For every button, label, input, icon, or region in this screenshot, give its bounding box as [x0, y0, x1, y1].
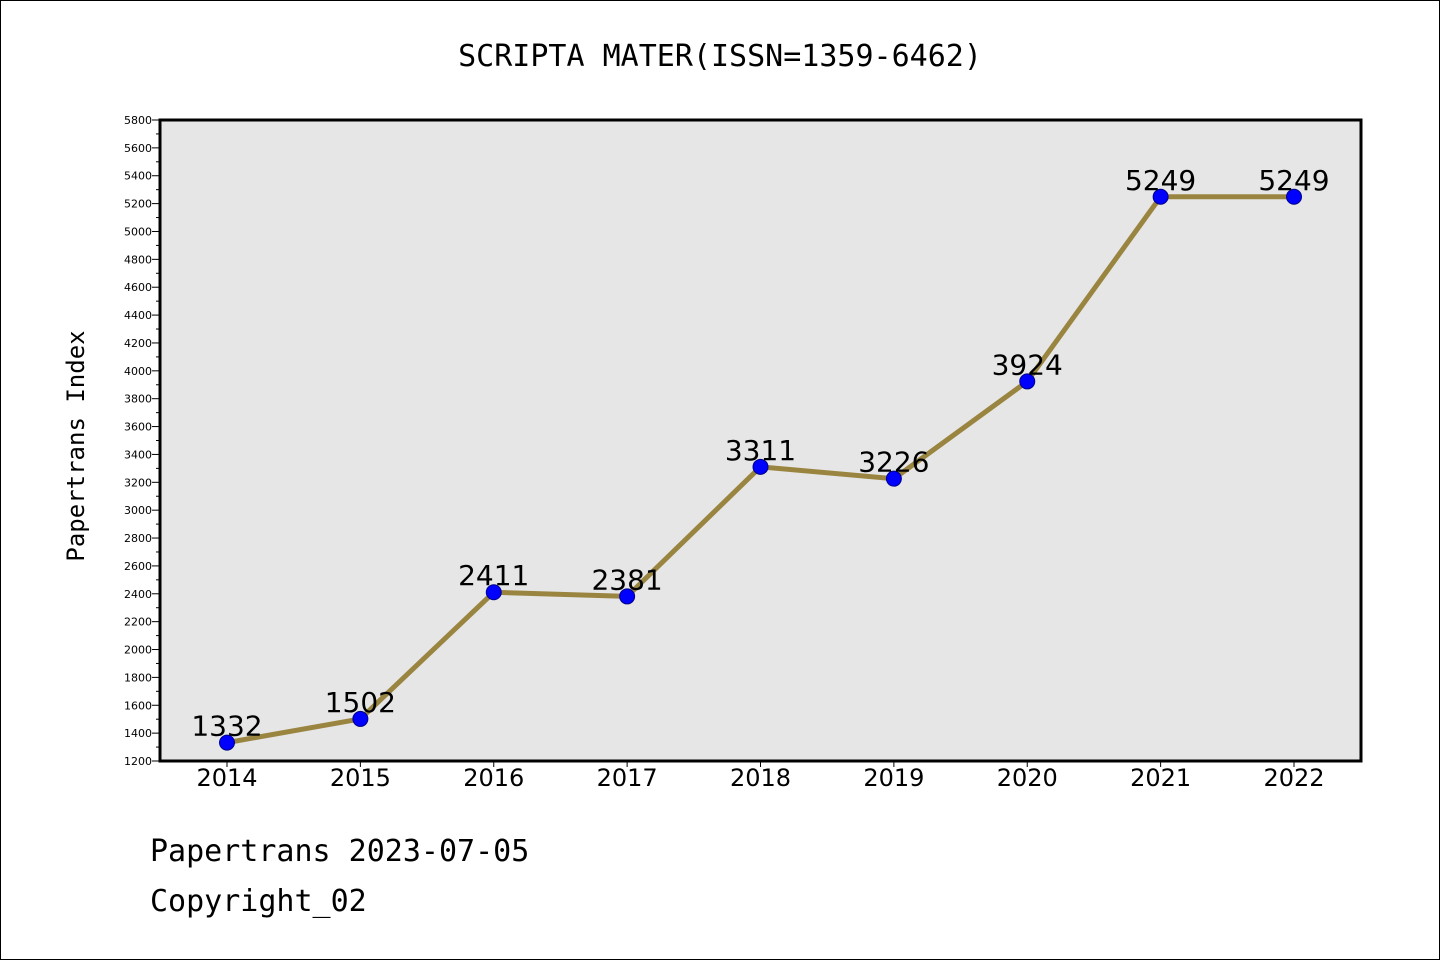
y-tick-label: 3800 — [124, 393, 152, 406]
y-tick-label: 2800 — [124, 532, 152, 545]
x-tick-label: 2019 — [863, 764, 924, 792]
y-tick-label: 3400 — [124, 448, 152, 461]
y-tick-label: 1400 — [124, 727, 152, 740]
x-axis-ticks: 2014 2015 2016 2017 2018 2019 2020 2021 2022 — [196, 761, 1325, 792]
data-point — [1286, 188, 1302, 205]
data-point — [352, 710, 369, 727]
data-label: 3311 — [725, 434, 796, 467]
y-tick-label: 5800 — [124, 114, 152, 127]
x-tick-label: 2017 — [597, 764, 658, 792]
x-tick-label: 2018 — [730, 764, 791, 792]
footer-source: Papertrans 2023-07-05 — [150, 834, 530, 869]
data-label: 5249 — [1258, 164, 1329, 197]
data-point — [1152, 188, 1169, 205]
data-label: 3226 — [858, 446, 929, 479]
chart-title: SCRIPTA MATER(ISSN=1359-6462) — [458, 39, 982, 74]
x-tick-label: 2021 — [1130, 764, 1191, 792]
y-tick-label: 1200 — [124, 755, 152, 768]
y-tick-label: 2600 — [124, 560, 152, 573]
data-point — [219, 734, 235, 751]
y-tick-label: 3600 — [124, 421, 152, 434]
data-point — [752, 458, 769, 475]
y-tick-label: 4000 — [124, 365, 152, 378]
data-label: 2381 — [591, 563, 662, 596]
data-point — [485, 584, 502, 601]
data-label: 1502 — [325, 686, 396, 719]
y-tick-label: 4600 — [124, 281, 152, 294]
y-axis-label: Papertrans Index — [62, 330, 90, 561]
x-tick-label: 2022 — [1263, 764, 1324, 792]
y-tick-label: 2400 — [124, 588, 152, 601]
y-axis-ticks: 1200 1400 1600 1800 2000 2200 2400 2600 2800 3000… — [124, 114, 160, 768]
y-tick-label: 5600 — [124, 142, 152, 155]
data-point — [1019, 373, 1036, 390]
y-tick-label: 4400 — [124, 309, 152, 322]
y-tick-label: 5000 — [124, 225, 152, 238]
data-labels: 1332 1502 2411 2381 3311 3226 3924 5249 5249 — [191, 164, 1329, 743]
x-tick-label: 2014 — [196, 764, 257, 792]
data-label: 3924 — [992, 348, 1063, 381]
x-tick-label: 2020 — [997, 764, 1058, 792]
data-label: 1332 — [191, 710, 262, 743]
data-label: 2411 — [458, 559, 529, 592]
data-point — [885, 470, 902, 487]
plot-area — [158, 118, 1363, 763]
y-tick-label: 3000 — [124, 504, 152, 517]
y-tick-label: 4200 — [124, 337, 152, 350]
data-point — [619, 588, 636, 605]
x-tick-label: 2015 — [330, 764, 391, 792]
y-tick-label: 1600 — [124, 699, 152, 712]
footer-copyright: Copyright_02 — [150, 884, 367, 919]
y-tick-label: 1800 — [124, 671, 152, 684]
y-tick-label: 5400 — [124, 170, 152, 183]
series-markers — [219, 188, 1302, 751]
y-tick-label: 3200 — [124, 476, 152, 489]
y-tick-label: 2000 — [124, 644, 152, 657]
y-tick-label: 5200 — [124, 198, 152, 211]
y-tick-label: 2200 — [124, 616, 152, 629]
x-tick-label: 2016 — [463, 764, 524, 792]
y-tick-label: 4800 — [124, 253, 152, 266]
data-label: 5249 — [1125, 164, 1196, 197]
